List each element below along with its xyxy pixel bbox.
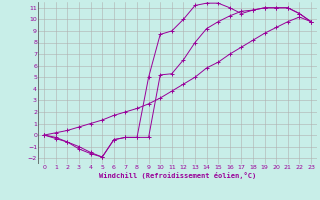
X-axis label: Windchill (Refroidissement éolien,°C): Windchill (Refroidissement éolien,°C) [99,172,256,179]
